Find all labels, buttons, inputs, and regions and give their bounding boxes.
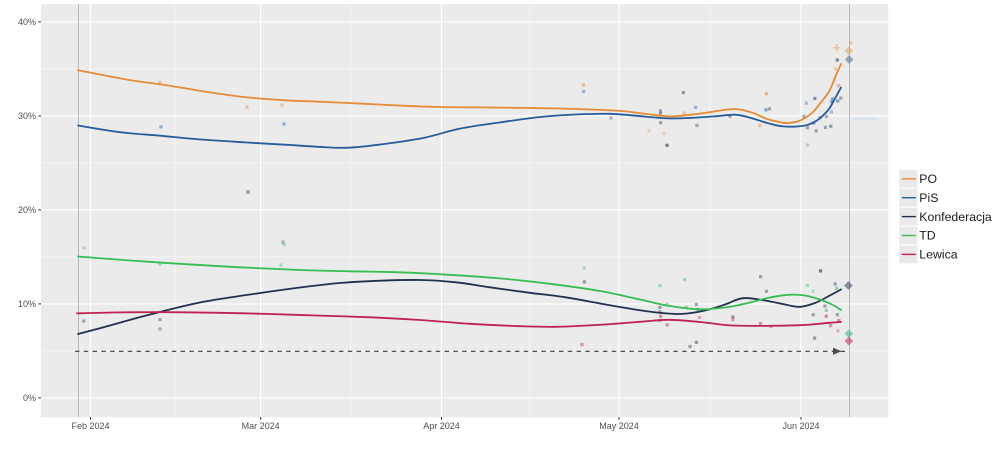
- svg-text:Jun 2024: Jun 2024: [782, 421, 819, 431]
- svg-text:Feb 2024: Feb 2024: [71, 421, 109, 431]
- svg-text:PO: PO: [919, 172, 937, 186]
- svg-text:40%: 40%: [18, 17, 36, 27]
- svg-text:10%: 10%: [18, 299, 36, 309]
- svg-text:May 2024: May 2024: [599, 421, 639, 431]
- svg-text:Konfederacja: Konfederacja: [919, 210, 992, 224]
- svg-text:Lewica: Lewica: [919, 248, 957, 262]
- svg-text:Mar 2024: Mar 2024: [242, 421, 280, 431]
- svg-text:0%: 0%: [23, 393, 36, 403]
- svg-text:Apr 2024: Apr 2024: [423, 421, 460, 431]
- svg-text:TD: TD: [919, 229, 936, 243]
- svg-text:PiS: PiS: [919, 191, 938, 205]
- svg-text:30%: 30%: [18, 111, 36, 121]
- svg-text:20%: 20%: [18, 205, 36, 215]
